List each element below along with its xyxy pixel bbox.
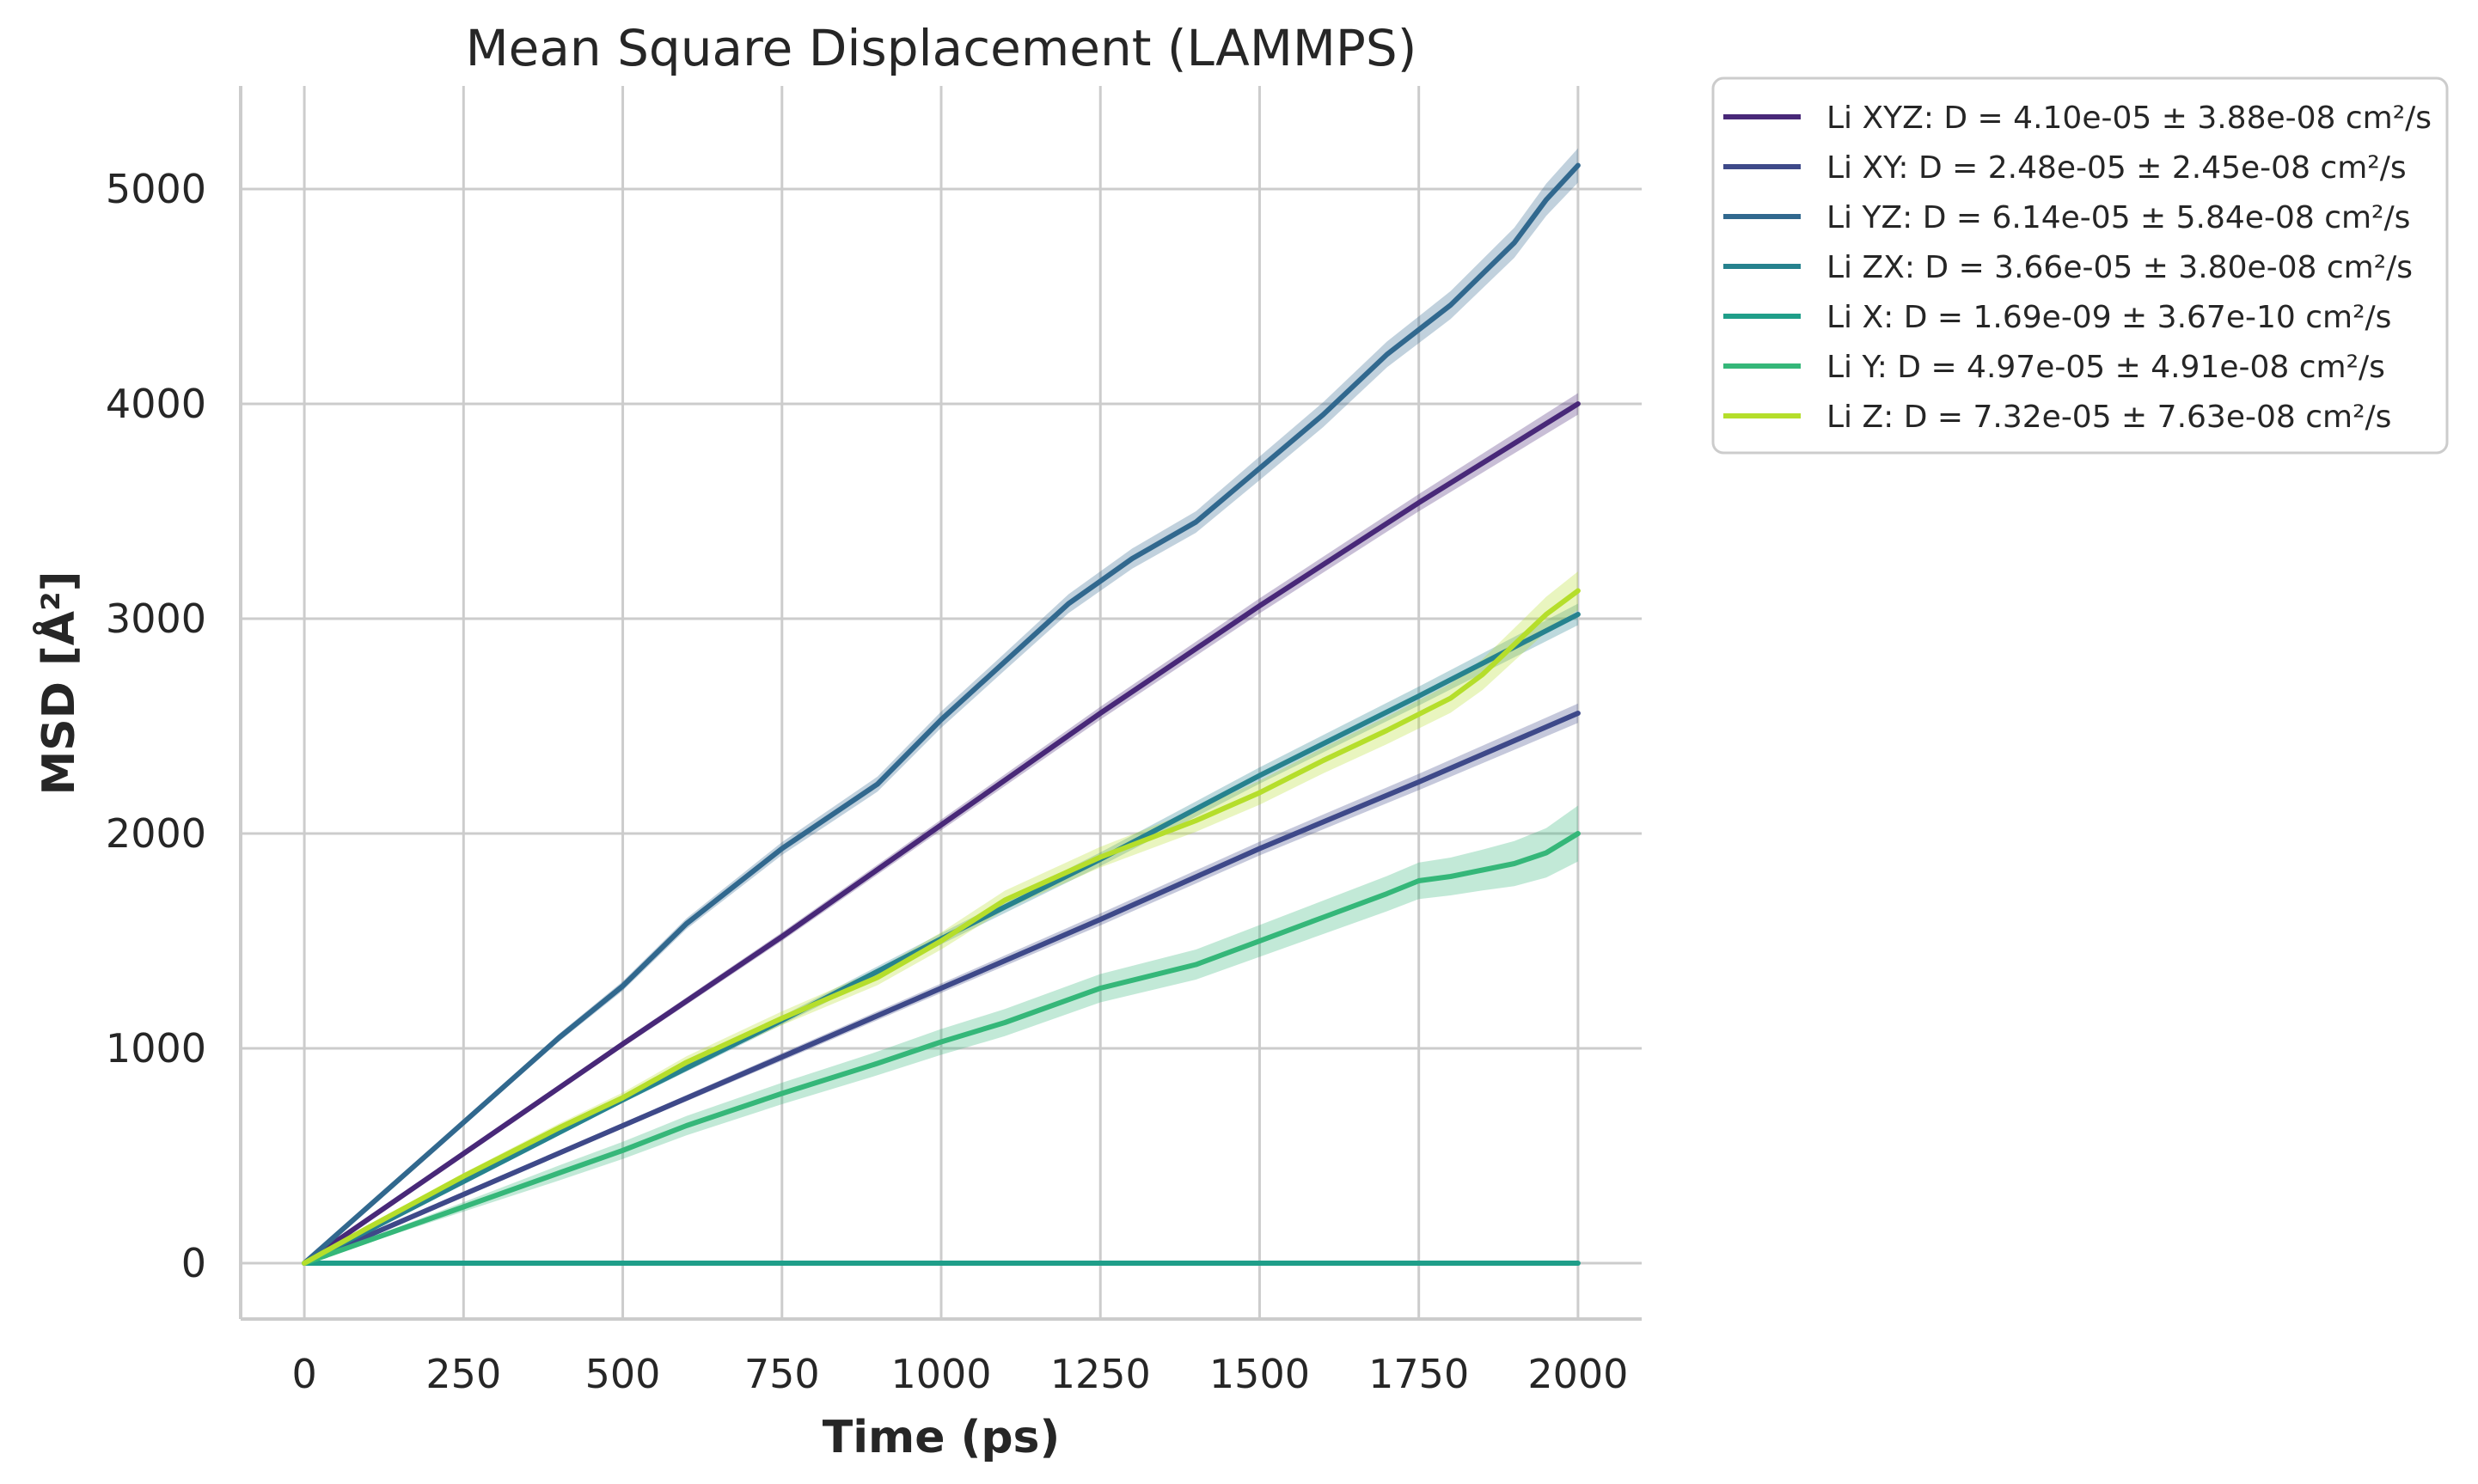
series-line xyxy=(302,588,1581,1266)
x-axis-label: Time (ps) xyxy=(823,1412,1061,1463)
series-line xyxy=(302,162,1581,1266)
y-tick-label: 3000 xyxy=(106,595,206,642)
x-tick-label: 1750 xyxy=(1368,1351,1469,1397)
tick-labels: 0 250 500 750 1000 1250 1500 1750 2000 0 1000 2000 3… xyxy=(106,166,1629,1397)
x-tick-label: 500 xyxy=(585,1351,661,1397)
legend-frame xyxy=(1711,76,2449,455)
legend-label: Li XY: D = 2.48e-05 ± 2.45e-08 cm²/s xyxy=(1826,150,2407,186)
x-tick-label: 0 xyxy=(291,1351,316,1397)
y-tick-label: 1000 xyxy=(106,1025,206,1072)
legend-label: Li Z: D = 7.32e-05 ± 7.63e-08 cm²/s xyxy=(1826,400,2391,435)
legend-label: Li YZ: D = 6.14e-05 ± 5.84e-08 cm²/s xyxy=(1826,200,2410,235)
axes-spines xyxy=(239,86,1642,1321)
x-tick-label: 750 xyxy=(744,1351,820,1397)
legend: Li XYZ: D = 4.10e-05 ± 3.88e-08 cm²/s Li … xyxy=(1711,76,2449,455)
x-tick-label: 250 xyxy=(425,1351,501,1397)
grid xyxy=(241,86,1642,1319)
chart-title: Mean Square Displacement (LAMMPS) xyxy=(466,19,1417,77)
y-tick-label: 0 xyxy=(181,1240,206,1286)
legend-label: Li XYZ: D = 4.10e-05 ± 3.88e-08 cm²/s xyxy=(1826,101,2432,136)
legend-label: Li ZX: D = 3.66e-05 ± 3.80e-08 cm²/s xyxy=(1826,250,2413,285)
legend-label: Li X: D = 1.69e-09 ± 3.67e-10 cm²/s xyxy=(1826,300,2391,335)
x-tick-label: 1500 xyxy=(1209,1351,1310,1397)
legend-label: Li Y: D = 4.97e-05 ± 4.91e-08 cm²/s xyxy=(1826,350,2385,385)
x-tick-label: 1250 xyxy=(1050,1351,1151,1397)
x-tick-label: 1000 xyxy=(890,1351,991,1397)
x-tick-label: 2000 xyxy=(1527,1351,1628,1397)
series-line xyxy=(302,831,1581,1266)
series-line xyxy=(302,401,1581,1266)
y-tick-label: 4000 xyxy=(106,381,206,427)
series-line xyxy=(302,711,1581,1266)
y-tick-label: 5000 xyxy=(106,166,206,212)
y-tick-label: 2000 xyxy=(106,810,206,857)
series-lines xyxy=(302,162,1581,1266)
y-axis-label: MSD [Å²] xyxy=(33,571,85,795)
